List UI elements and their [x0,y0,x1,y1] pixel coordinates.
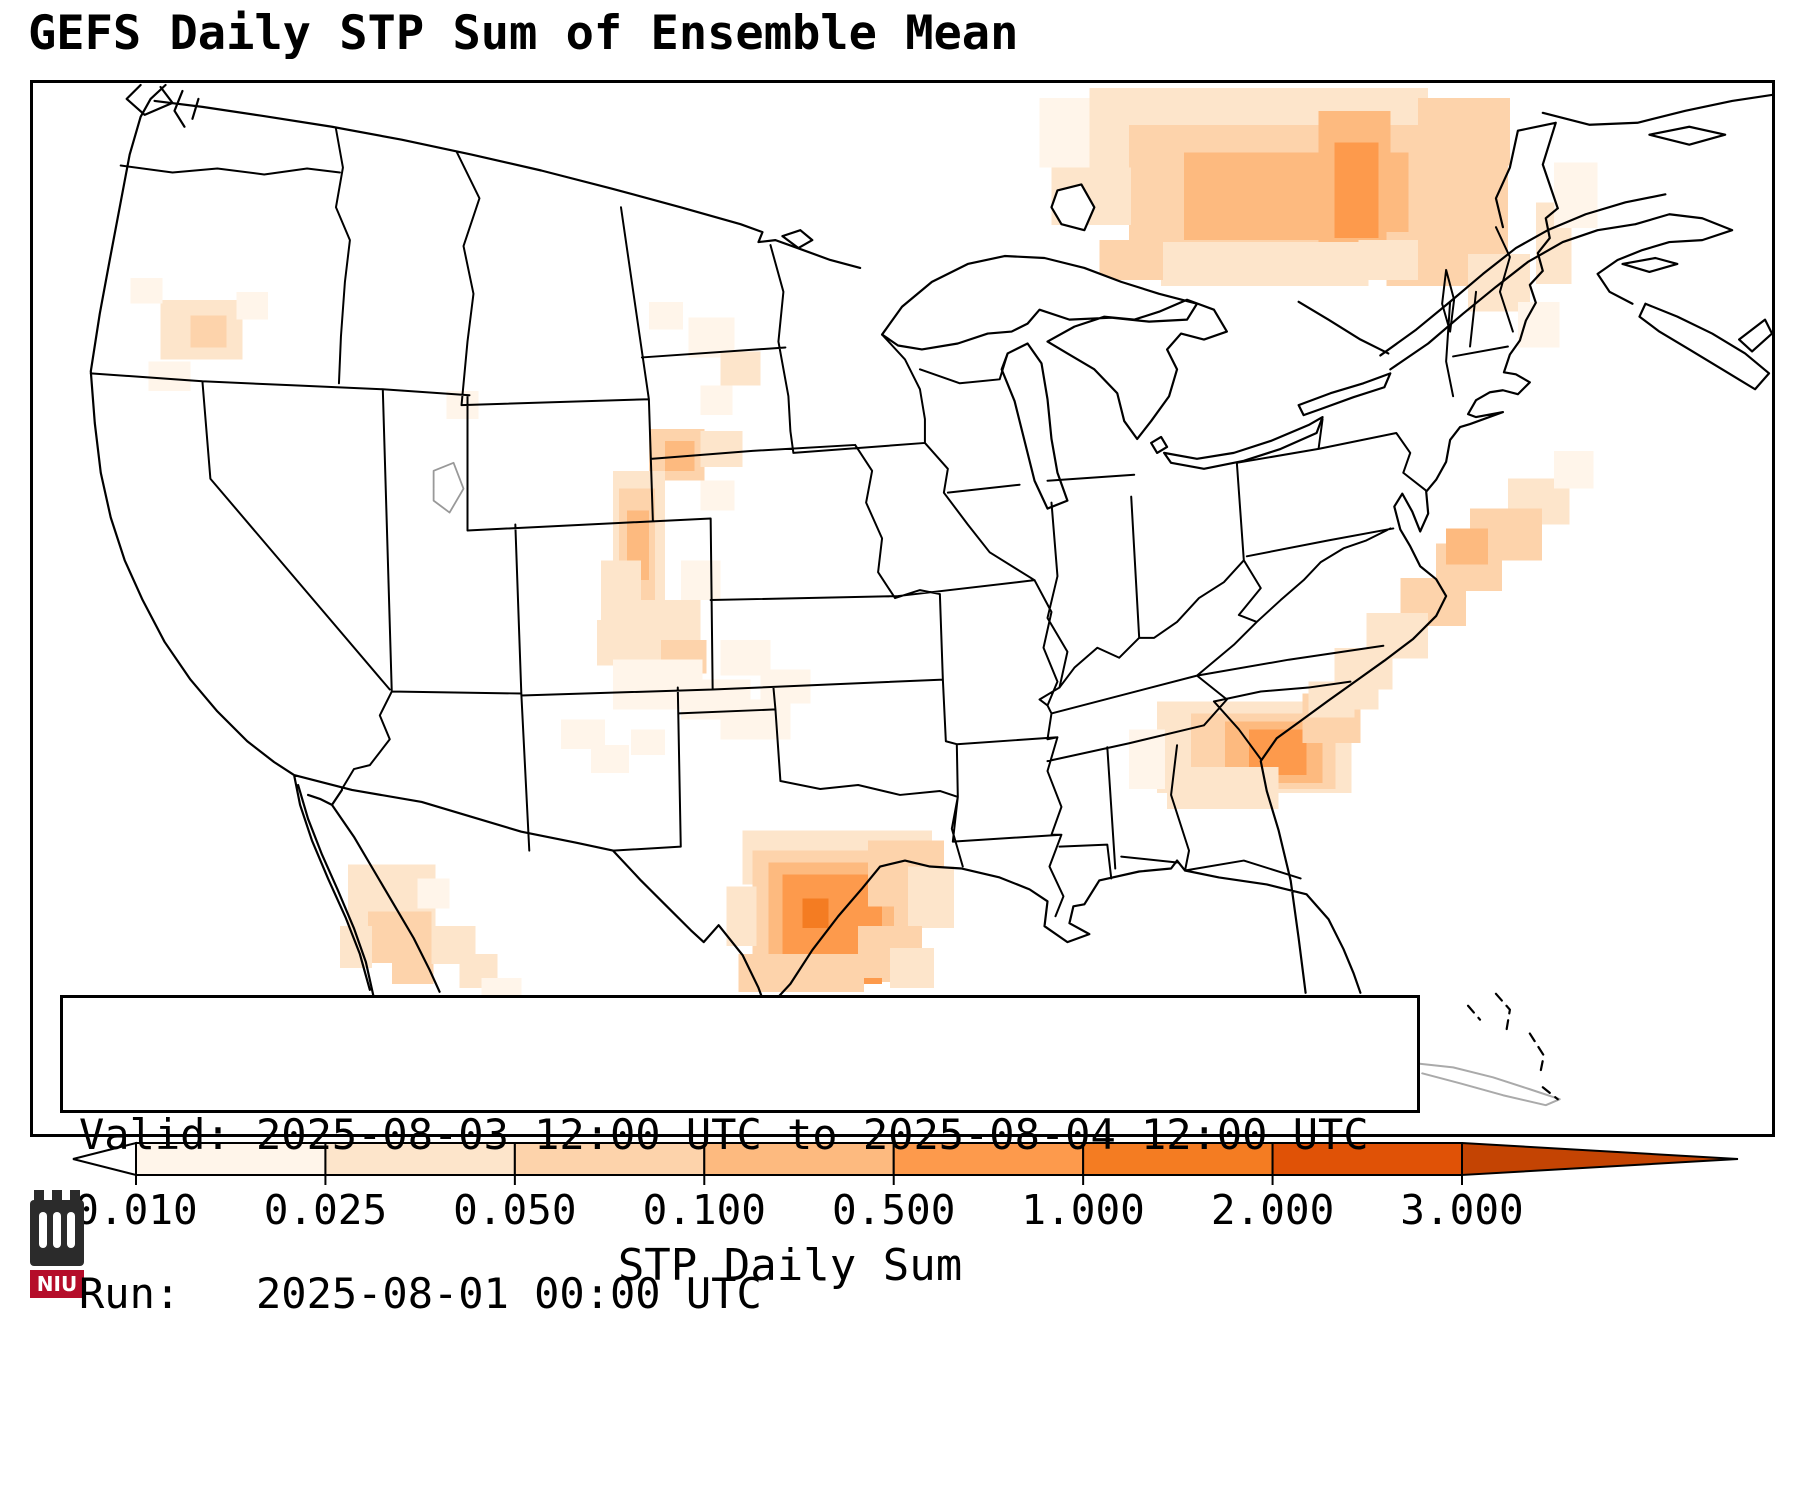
heatmap-cell [1358,240,1419,280]
colorbar-over-arrow [1461,1141,1739,1177]
heatmap-cell [907,866,954,929]
colorbar-gradient [72,1141,1739,1185]
heatmap-cell [640,600,701,640]
heatmap-cell [1553,450,1594,489]
heatmap-cell [190,315,227,348]
heatmap-cell [630,729,665,756]
colorbar-tick-label: 0.500 [831,1186,956,1234]
niu-logo-icon [30,1190,84,1266]
heatmap-cell [700,385,733,416]
heatmap-cell [1553,162,1598,229]
heatmap-cell [738,954,865,992]
heatmap-cell [601,560,641,620]
heatmap-cell [148,361,191,392]
heatmap-cell [1446,528,1488,565]
heatmap-cell [1230,184,1299,239]
heatmap-cell [561,719,606,750]
niu-logo: NIU [20,1186,94,1302]
heatmap-cell [720,699,791,740]
heatmap-cell [700,480,735,511]
bahamas-dashed-path [1466,992,1559,1101]
heatmap-cell [130,277,163,304]
info-box: Valid: 2025-08-03 12:00 UTC to 2025-08-0… [60,995,1420,1318]
colorbar-segment [1271,1142,1463,1176]
canada-coast-path [125,83,1772,391]
heatmap-cell [680,560,721,601]
niu-logo-banner [30,1270,84,1298]
great-lakes-path [880,183,1392,510]
colorbar-tick-label: 1.000 [1021,1186,1145,1234]
heatmap-cell [726,886,757,947]
run-text: Run: 2025-08-01 00:00 UTC [79,1269,762,1318]
coastline-path [89,83,1559,1011]
state-borders-path [89,127,1514,918]
colorbar-tick-label: 0.100 [642,1186,766,1234]
us-map-svg [89,83,1772,1107]
heatmap-cell [890,948,934,988]
heatmap-cell [802,898,829,929]
colorbar-tick-label: 2.000 [1210,1186,1335,1234]
heatmap-cell [1161,242,1369,286]
map-panel [30,80,1775,1137]
colorbar-tick-label: 3.000 [1400,1186,1524,1234]
heatmap-cell [1167,767,1279,809]
figure-title: GEFS Daily STP Sum of Ensemble Mean [28,6,1019,61]
heatmap-cell [1099,240,1164,280]
great-salt-lake-path [432,461,465,514]
geography-layer [89,83,1772,1107]
colorbar-tick-label: 0.025 [263,1186,388,1234]
heatmap-cell [417,878,450,909]
valid-text: Valid: 2025-08-03 12:00 UTC to 2025-08-0… [79,1110,1369,1159]
cuba-outline-path [1415,1062,1561,1107]
heatmap-cell [591,745,629,774]
colorbar-segment [135,1142,327,1176]
heatmap-cell [1454,152,1508,245]
colorbar-tick-label: 0.050 [453,1186,577,1234]
colorbar-tick-label: 0.010 [74,1186,198,1234]
heatmap-cell [236,291,269,320]
colorbar-segment [324,1142,516,1176]
heatmap-cell [720,351,761,386]
niu-logo-text: NIU [37,1272,77,1296]
heatmap-cell [1334,142,1379,239]
heatmap-cell [648,301,683,330]
heatmap-layer [130,87,1598,1008]
colorbar-label: STP Daily Sum [617,1240,963,1291]
heatmap-cell [700,431,743,467]
colorbar-segment [892,1142,1085,1176]
